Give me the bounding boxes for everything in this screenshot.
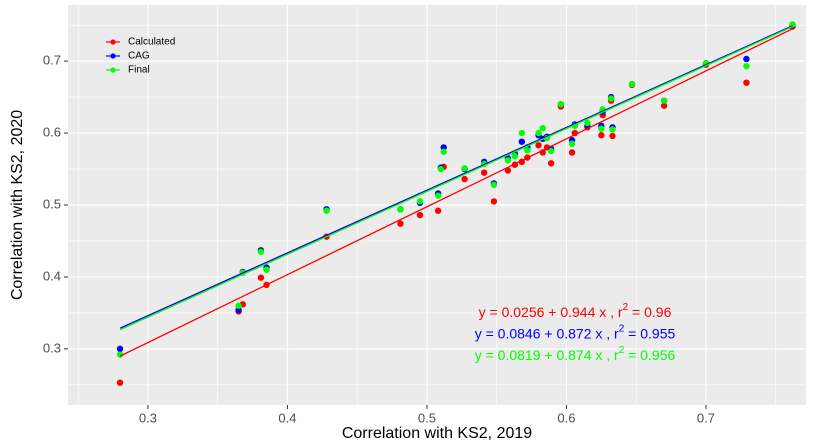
point — [743, 55, 750, 63]
point — [490, 181, 498, 189]
equation-superscript: 2 — [623, 302, 629, 313]
point — [397, 220, 404, 227]
point — [607, 95, 615, 102]
point — [490, 198, 498, 205]
equation-tail: = 0.96 — [628, 304, 671, 320]
point — [116, 345, 124, 353]
point — [535, 142, 542, 149]
equation: y = 0.0256 + 0.944 x , r2 = 0.96 — [479, 302, 672, 320]
y-tick-label: 0.3 — [43, 340, 61, 355]
x-tick-label: 0.5 — [418, 410, 436, 425]
x-tick-label: 0.4 — [278, 410, 296, 425]
equation-text: y = 0.0256 + 0.944 x , r — [479, 304, 623, 320]
point — [568, 149, 576, 156]
point — [323, 207, 330, 214]
point — [598, 125, 605, 132]
x-tick-label: 0.3 — [139, 410, 157, 425]
legend-key-point — [110, 67, 116, 73]
point — [524, 147, 531, 154]
point — [660, 97, 668, 104]
y-tick-label: 0.5 — [43, 196, 61, 211]
point — [628, 80, 636, 88]
point — [609, 126, 616, 133]
equation-superscript: 2 — [619, 345, 625, 356]
x-axis-title: Correlation with KS2, 2019 — [342, 425, 532, 442]
point — [518, 138, 526, 145]
point — [743, 79, 750, 86]
legend-label: Calculated — [128, 37, 175, 48]
point — [547, 160, 555, 167]
point — [263, 266, 270, 273]
y-tick-label: 0.7 — [43, 53, 61, 68]
fit-line — [119, 28, 793, 357]
equation-superscript: 2 — [619, 323, 625, 334]
point — [584, 119, 591, 127]
y-axis-title: Correlation with KS2, 2020 — [9, 110, 26, 300]
equation: y = 0.0846 + 0.872 x , r2 = 0.955 — [475, 323, 676, 341]
y-tick-label: 0.6 — [43, 124, 61, 139]
point — [440, 148, 447, 155]
point — [557, 101, 565, 108]
legend-label: Final — [128, 65, 150, 76]
legend-key-point — [110, 39, 116, 45]
point — [397, 206, 404, 213]
point — [504, 157, 512, 164]
point — [511, 152, 519, 160]
fit-line — [119, 25, 793, 329]
equation-tail: = 0.955 — [624, 325, 675, 341]
point — [434, 192, 442, 199]
point — [434, 207, 442, 214]
point — [539, 124, 546, 132]
point — [609, 132, 616, 140]
point — [743, 62, 750, 70]
point — [568, 140, 576, 148]
point — [416, 198, 424, 205]
grid — [68, 5, 806, 405]
point — [518, 129, 526, 137]
point — [257, 248, 265, 255]
point — [504, 167, 512, 174]
equation-text: y = 0.0846 + 0.872 x , r — [475, 325, 619, 341]
point — [116, 351, 124, 358]
point — [547, 147, 555, 155]
point — [416, 211, 424, 219]
x-tick-label: 0.7 — [697, 410, 715, 425]
point — [235, 302, 242, 309]
point — [480, 169, 488, 176]
fit-line — [119, 26, 793, 331]
equation-tail: = 0.956 — [624, 347, 675, 363]
point — [535, 129, 542, 137]
point — [461, 165, 468, 172]
point — [598, 132, 605, 139]
x-tick-label: 0.6 — [557, 410, 575, 425]
equation: y = 0.0819 + 0.874 x , r2 = 0.956 — [475, 345, 676, 363]
marks — [116, 21, 796, 386]
y-tick-label: 0.4 — [43, 268, 61, 283]
point — [660, 102, 668, 109]
legend-key-point — [110, 53, 116, 59]
legend-label: CAG — [128, 51, 150, 62]
point — [461, 175, 468, 183]
equation-text: y = 0.0819 + 0.874 x , r — [475, 347, 619, 363]
point — [257, 274, 265, 281]
point — [437, 165, 445, 173]
point — [116, 379, 124, 386]
